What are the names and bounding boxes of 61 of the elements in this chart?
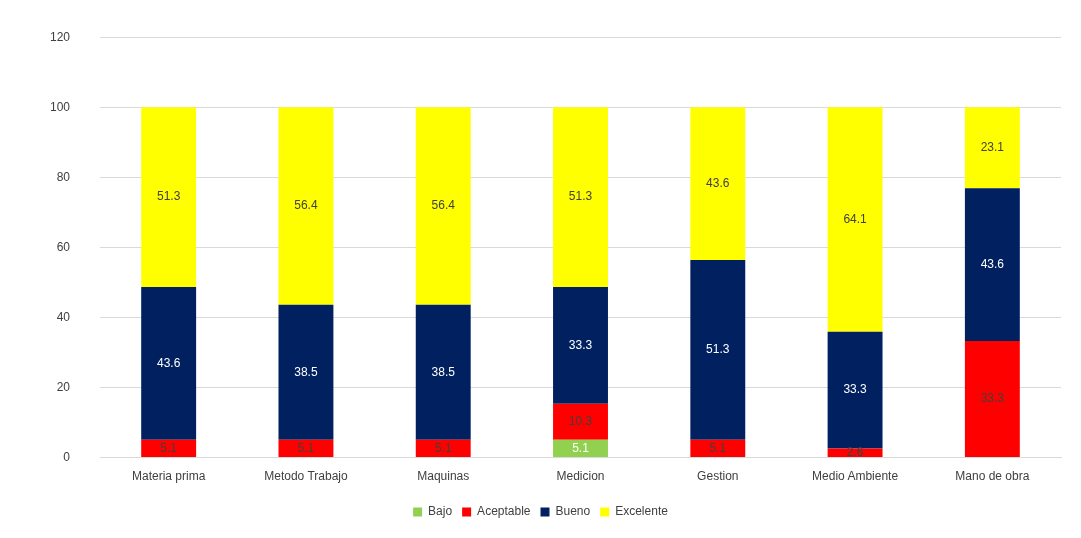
bar	[415, 439, 471, 458]
x-tick-label: Maquinas	[417, 469, 470, 484]
bar	[690, 439, 746, 458]
legend-label: Bueno	[555, 504, 591, 519]
data-label: 23.1	[980, 140, 1005, 155]
data-label: 43.6	[156, 355, 181, 370]
bar	[827, 107, 883, 332]
bar	[415, 107, 471, 305]
bar	[278, 304, 334, 440]
data-label: 43.6	[980, 256, 1005, 271]
data-label: 56.4	[294, 198, 318, 213]
data-label: 2.6	[846, 445, 864, 460]
bar	[964, 188, 1020, 341]
bar	[964, 340, 1020, 458]
data-label: 56.4	[431, 198, 456, 213]
bar	[964, 107, 1020, 189]
legend-label: Excelente	[615, 504, 669, 519]
y-tick-label: 20	[56, 379, 71, 394]
data-label: 51.3	[156, 189, 181, 204]
data-label: 51.3	[568, 189, 593, 204]
data-label: 10.3	[568, 414, 593, 428]
x-tick-label: Materia prima	[131, 469, 206, 484]
x-tick-label: Mano de obra	[955, 469, 1030, 484]
data-label: 5.1	[709, 440, 727, 455]
y-tick-label: 80	[56, 169, 71, 184]
data-label: 33.3	[568, 337, 593, 352]
y-tick-label: 60	[56, 239, 71, 254]
data-label: 5.1	[160, 440, 178, 455]
legend-label: Bajo	[428, 504, 453, 519]
bar	[278, 439, 334, 458]
data-label: 51.3	[706, 342, 730, 357]
legend-label: Aceptable	[477, 504, 531, 519]
bar	[553, 439, 608, 458]
x-tick-label: Medio Ambiente	[812, 469, 899, 484]
bar	[690, 260, 746, 440]
y-tick-label: 100	[49, 99, 71, 114]
bar	[553, 286, 608, 404]
data-label: 5.1	[297, 440, 315, 455]
x-tick-label: Gestion	[697, 469, 739, 484]
y-tick-label: 40	[56, 309, 71, 324]
data-label: 38.5	[431, 364, 456, 379]
bar	[827, 331, 883, 449]
bar	[141, 107, 197, 287]
bar	[415, 304, 471, 440]
bar	[690, 107, 746, 261]
bar	[141, 286, 197, 440]
y-tick-label: 120	[49, 29, 71, 44]
bar	[278, 107, 334, 305]
bar	[141, 439, 197, 458]
x-tick-label: Metodo Trabajo	[264, 469, 348, 484]
bar	[553, 107, 608, 287]
data-label: 43.6	[706, 175, 730, 190]
y-tick-label: 0	[63, 449, 71, 464]
data-label: 33.3	[843, 382, 868, 397]
data-label: 64.1	[843, 211, 868, 226]
data-label: 5.1	[572, 440, 590, 455]
bar	[553, 403, 608, 440]
data-label: 38.5	[294, 364, 318, 379]
data-label: 33.3	[980, 391, 1005, 406]
data-label: 5.1	[434, 440, 452, 455]
x-tick-label: Medicion	[556, 469, 605, 484]
